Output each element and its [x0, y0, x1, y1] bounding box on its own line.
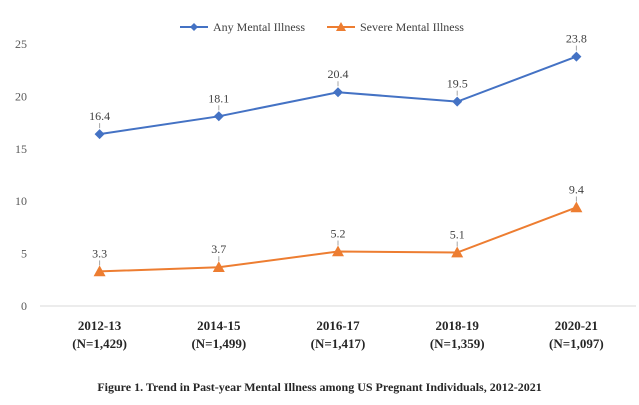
y-tick-label: 25 — [15, 37, 27, 51]
data-label: 9.4 — [569, 182, 584, 196]
data-point — [451, 246, 464, 258]
figure-caption: Figure 1. Trend in Past-year Mental Illn… — [97, 380, 541, 394]
x-tick-label: 2020-21 — [555, 318, 598, 333]
data-label: 20.4 — [328, 67, 349, 81]
data-label: 18.1 — [208, 91, 229, 105]
x-axis: 2012-13 (N=1,429) 2014-15 (N=1,499) 2016-17 (… — [72, 318, 604, 351]
data-point — [452, 96, 463, 107]
y-tick-label: 0 — [21, 299, 27, 313]
data-label: 5.2 — [331, 227, 346, 241]
legend-label: Severe Mental Illness — [360, 20, 464, 34]
data-point — [212, 261, 225, 273]
data-point — [571, 51, 582, 62]
y-tick-label: 15 — [15, 142, 27, 156]
y-axis: 0 5 10 15 20 25 — [15, 37, 27, 313]
y-tick-label: 5 — [21, 247, 27, 261]
data-point — [94, 129, 105, 140]
series-1: 3.3 3.7 5.2 5.1 9.4 — [92, 182, 584, 277]
x-tick-label: 2018-19 — [436, 318, 480, 333]
series-0: 16.4 18.1 20.4 19.5 23.8 — [89, 32, 587, 140]
y-tick-label: 20 — [15, 89, 27, 103]
x-tick-sublabel: (N=1,417) — [311, 336, 366, 351]
x-tick-label: 2012-13 — [78, 318, 122, 333]
legend-marker — [336, 22, 346, 31]
x-tick-label: 2016-17 — [316, 318, 360, 333]
x-tick-sublabel: (N=1,429) — [72, 336, 127, 351]
data-label: 5.1 — [450, 228, 465, 242]
x-tick-sublabel: (N=1,499) — [191, 336, 246, 351]
data-point — [93, 265, 106, 277]
data-point — [332, 245, 344, 257]
legend: Any Mental Illness Severe Mental Illness — [180, 20, 464, 34]
data-point — [213, 111, 224, 122]
legend-label: Any Mental Illness — [213, 20, 305, 34]
x-tick-label: 2014-15 — [197, 318, 241, 333]
y-tick-label: 10 — [15, 194, 27, 208]
x-tick-sublabel: (N=1,097) — [549, 336, 604, 351]
data-point — [570, 201, 583, 213]
x-tick-sublabel: (N=1,359) — [430, 336, 485, 351]
data-label: 16.4 — [89, 109, 110, 123]
data-label: 3.3 — [92, 246, 107, 260]
legend-item-1: Severe Mental Illness — [327, 20, 464, 34]
legend-marker — [190, 23, 198, 31]
legend-item-0: Any Mental Illness — [180, 20, 305, 34]
data-point — [333, 87, 343, 98]
series-group: 16.4 18.1 20.4 19.5 23.8 3.3 3.7 5.2 5.1 9.4 — [89, 32, 587, 277]
data-label: 23.8 — [566, 32, 587, 46]
data-label: 3.7 — [211, 242, 226, 256]
data-label: 19.5 — [447, 77, 468, 91]
